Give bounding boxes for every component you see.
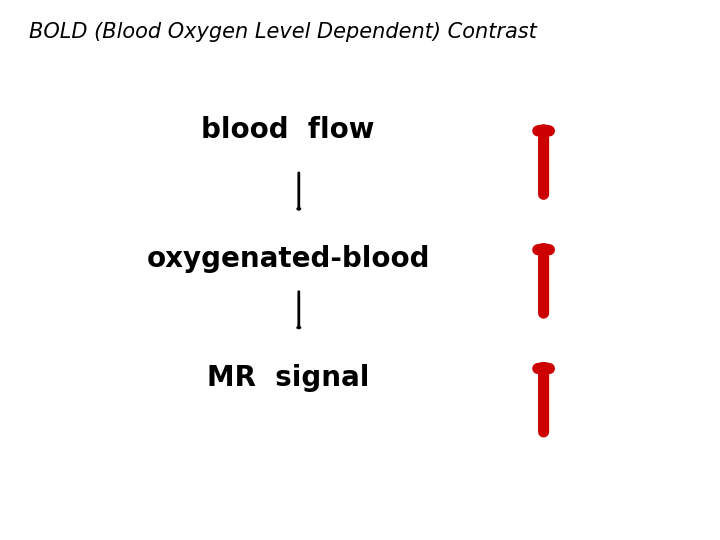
Text: MR  signal: MR signal: [207, 364, 369, 392]
Text: blood  flow: blood flow: [202, 116, 374, 144]
Text: oxygenated-blood: oxygenated-blood: [146, 245, 430, 273]
Text: BOLD (Blood Oxygen Level Dependent) Contrast: BOLD (Blood Oxygen Level Dependent) Cont…: [29, 22, 536, 42]
